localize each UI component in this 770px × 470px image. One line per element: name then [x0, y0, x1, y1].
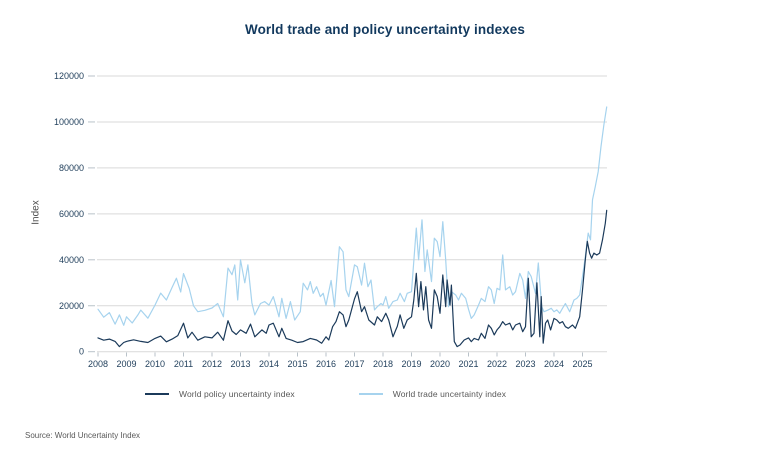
- x-tick-label: 2021: [458, 359, 478, 369]
- legend: World policy uncertainty index World tra…: [145, 389, 506, 399]
- trade-line: [97, 106, 608, 326]
- x-tick-label: 2022: [487, 359, 507, 369]
- x-tick-label: 2012: [202, 359, 222, 369]
- policy-line-swatch: [145, 393, 169, 395]
- legend-label-trade: World trade uncertainty index: [392, 389, 507, 399]
- x-tick-label: 2014: [259, 359, 279, 369]
- x-tick-label: 2019: [401, 359, 421, 369]
- x-tick-label: 2017: [344, 359, 364, 369]
- x-tick-label: 2023: [515, 359, 535, 369]
- y-tick-label: 80000: [59, 163, 84, 173]
- x-tick-label: 2020: [430, 359, 450, 369]
- trade-line-swatch: [358, 393, 383, 395]
- y-tick-label: 100000: [54, 117, 84, 127]
- x-tick-label: 2008: [88, 359, 108, 369]
- y-tick-label: 20000: [59, 301, 84, 311]
- x-tick-label: 2013: [230, 359, 250, 369]
- x-tick-label: 2025: [572, 359, 592, 369]
- x-tick-label: 2010: [145, 359, 165, 369]
- y-tick-label: 0: [79, 347, 84, 357]
- y-tick-label: 120000: [54, 71, 84, 81]
- legend-item-trade: World trade uncertainty index: [358, 389, 507, 399]
- source-note: Source: World Uncertainty Index: [25, 431, 141, 440]
- y-tick-label: 60000: [59, 209, 84, 219]
- x-tick-label: 2024: [544, 359, 564, 369]
- x-tick-label: 2016: [316, 359, 336, 369]
- x-tick-label: 2015: [287, 359, 307, 369]
- legend-item-policy: World policy uncertainty index: [145, 389, 295, 399]
- legend-label-policy: World policy uncertainty index: [179, 389, 295, 399]
- x-tick-label: 2011: [174, 359, 193, 369]
- chart-title: World trade and policy uncertainty index…: [244, 22, 525, 37]
- x-tick-label: 2018: [373, 359, 393, 369]
- policy-line: [97, 209, 608, 348]
- y-tick-label: 40000: [59, 255, 84, 265]
- x-tick-label: 2009: [116, 359, 136, 369]
